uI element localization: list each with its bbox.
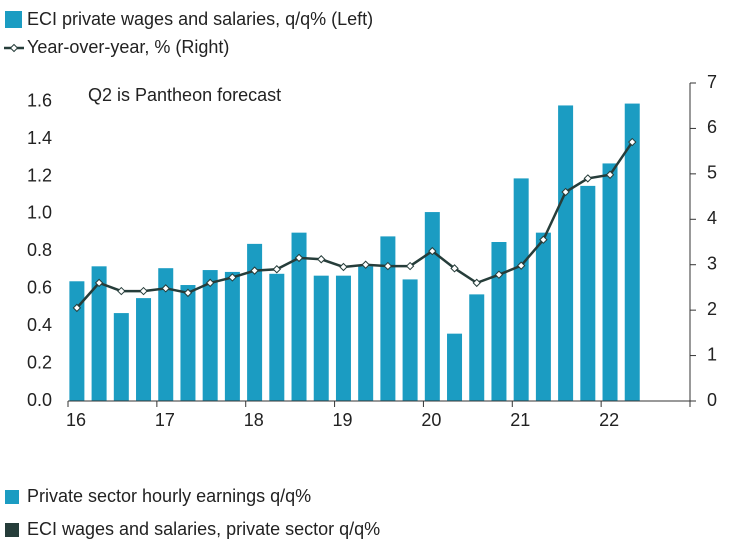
y2-tick-label: 2 (707, 299, 717, 319)
line-marker (183, 288, 193, 298)
y-tick-label: 1.6 (27, 90, 52, 110)
line-marker (250, 266, 259, 275)
legend-label: Year-over-year, % (Right) (27, 37, 229, 57)
legend-label: ECI wages and salaries, private sector q… (27, 519, 380, 539)
line-marker (317, 255, 326, 264)
bar (469, 294, 485, 401)
line-marker (516, 261, 526, 270)
line (75, 141, 634, 309)
legend-label: Private sector hourly earnings q/q% (27, 486, 311, 506)
bar (402, 279, 418, 401)
y2-tick-label: 7 (707, 72, 717, 92)
bar (602, 163, 618, 401)
line-marker (72, 303, 82, 313)
line-marker (472, 278, 481, 288)
y2-tick-label: 5 (707, 163, 717, 183)
bar (424, 212, 440, 401)
bar (447, 333, 463, 401)
bar (180, 285, 196, 401)
line-marker (139, 286, 148, 296)
bar (558, 105, 574, 402)
legend-swatch (5, 523, 19, 537)
line-marker (228, 273, 237, 282)
line-marker (583, 174, 593, 183)
bar (624, 103, 640, 401)
bar (313, 275, 329, 401)
line-marker (628, 137, 637, 147)
line-marker (339, 262, 348, 272)
x-tick-label: 19 (333, 410, 353, 430)
bar (158, 268, 174, 401)
line-marker (405, 261, 415, 271)
bar (335, 275, 351, 401)
bar (136, 298, 152, 401)
legend-marker (9, 43, 19, 53)
line-marker (205, 278, 215, 288)
y-tick-label: 1.2 (27, 165, 52, 185)
line-marker (272, 265, 282, 274)
bar (535, 232, 551, 401)
bar (113, 313, 129, 401)
y-tick-label: 0.8 (27, 240, 52, 260)
line-marker (94, 278, 104, 288)
y-tick-label: 0.6 (27, 278, 52, 298)
line-marker (561, 187, 570, 197)
annotation: Q2 is Pantheon forecast (88, 85, 281, 105)
y2-tick-label: 6 (707, 117, 717, 137)
y2-tick-label: 3 (707, 253, 717, 273)
line-marker (605, 170, 615, 179)
bar (491, 242, 507, 401)
bar (69, 281, 85, 401)
bar (291, 232, 307, 401)
line-marker (539, 235, 548, 244)
y-tick-label: 0.0 (27, 390, 52, 410)
line-marker (294, 253, 304, 263)
x-tick-label: 20 (421, 410, 441, 430)
x-tick-label: 18 (244, 410, 264, 430)
line-marker (361, 260, 370, 269)
y2-tick-label: 4 (707, 208, 717, 228)
y-tick-label: 0.4 (27, 315, 52, 335)
bar (358, 266, 374, 401)
bar (247, 243, 263, 401)
line-marker (450, 264, 459, 273)
line-marker (161, 284, 170, 293)
line-marker (117, 286, 126, 296)
bar (580, 185, 596, 401)
y-tick-label: 1.4 (27, 128, 52, 148)
bar (380, 236, 396, 401)
y-tick-label: 1.0 (27, 203, 52, 223)
y2-tick-label: 1 (707, 344, 717, 364)
bar (224, 271, 240, 401)
line-marker (383, 261, 393, 271)
line-marker (428, 246, 437, 256)
y-tick-label: 0.2 (27, 352, 52, 372)
x-tick-label: 16 (66, 410, 86, 430)
legend-label: ECI private wages and salaries, q/q% (Le… (27, 9, 373, 29)
legend-swatch (5, 490, 19, 504)
y2-tick-label: 0 (707, 390, 717, 410)
legend-swatch (5, 11, 22, 28)
x-tick-label: 21 (510, 410, 530, 430)
line-marker (494, 270, 504, 279)
bar (269, 273, 285, 401)
bar (91, 266, 107, 401)
bar (513, 178, 529, 401)
x-tick-label: 22 (599, 410, 619, 430)
x-tick-label: 17 (155, 410, 175, 430)
bar (202, 270, 218, 401)
